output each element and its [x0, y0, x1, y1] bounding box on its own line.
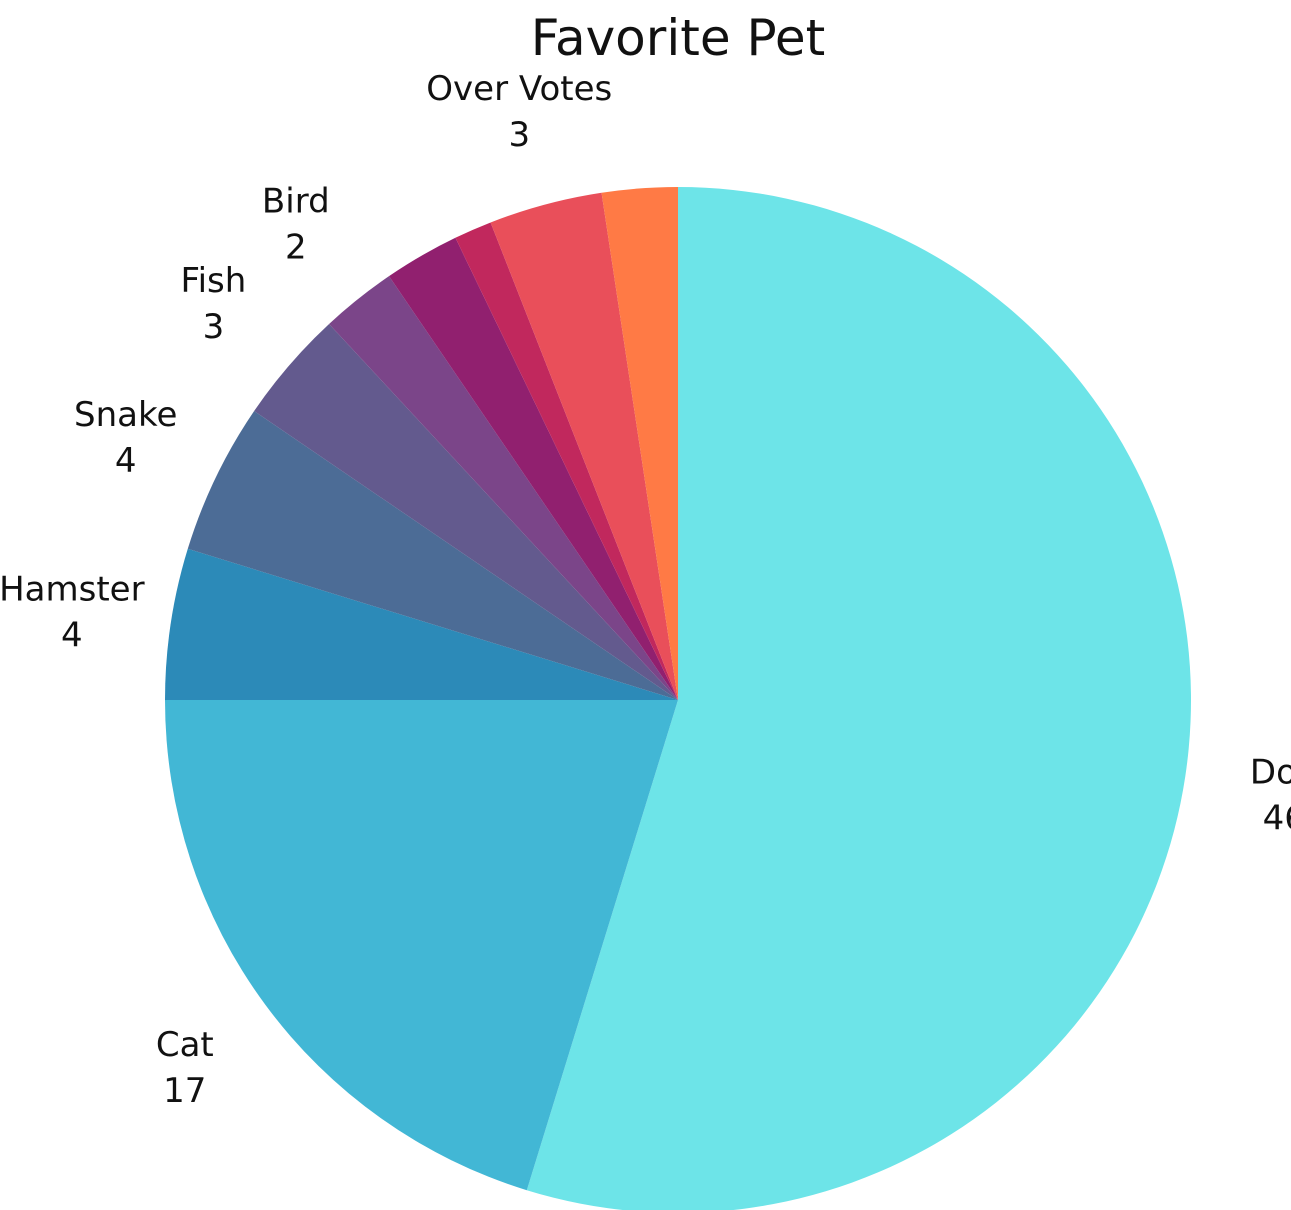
chart-title: Favorite Pet — [531, 9, 825, 67]
slice-label-bird: Bird — [262, 182, 330, 222]
pie-slice-snake — [187, 411, 679, 700]
pie-slice-over-votes — [490, 192, 678, 701]
slice-value-fish: 3 — [203, 307, 225, 347]
slice-value-snake: 4 — [115, 441, 137, 481]
slice-value-hamster: 4 — [61, 616, 83, 656]
slice-label-dog: Dog — [1250, 752, 1291, 792]
pie-slice-cat — [165, 700, 678, 1191]
slice-label-hamster: Hamster — [0, 570, 145, 610]
slice-label-over-votes: Over Votes — [426, 69, 612, 109]
slice-value-cat: 17 — [163, 1071, 206, 1111]
slice-label-cat: Cat — [156, 1025, 214, 1065]
slice-label-fish: Fish — [181, 261, 247, 301]
pie-slice-fish — [254, 323, 678, 700]
pie-slice-unlabeled-7 — [455, 222, 678, 700]
slice-label-snake: Snake — [74, 395, 177, 435]
pie-slice-hamster — [165, 548, 678, 700]
slice-value-dog: 46 — [1263, 798, 1291, 838]
pie-slice-bird — [329, 276, 678, 700]
pie-slice-unlabeled-9 — [601, 187, 678, 700]
slice-value-bird: 2 — [285, 228, 307, 268]
pie-slice-dog — [526, 187, 1191, 1210]
pie-slices — [165, 187, 1191, 1210]
pie-labels: Dog 46 Cat 17 Hamster 4 Snake 4 Fish 3 Bird 2 Over V… — [0, 69, 1291, 1111]
slice-value-over-votes: 3 — [508, 115, 530, 155]
pie-slice-unlabeled-6 — [389, 237, 678, 701]
